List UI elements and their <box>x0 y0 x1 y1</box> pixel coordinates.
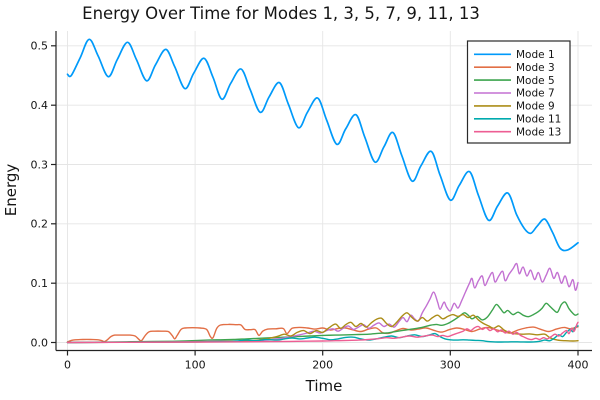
chart-title: Energy Over Time for Modes 1, 3, 5, 7, 9… <box>82 4 480 23</box>
y-tick-label: 0.3 <box>31 158 49 171</box>
y-axis-label: Energy <box>2 164 20 217</box>
x-tick-label: 100 <box>185 359 206 372</box>
x-axis-label: Time <box>305 377 343 395</box>
x-tick-label: 200 <box>312 359 333 372</box>
legend-label: Mode 9 <box>516 101 555 113</box>
x-tick-label: 400 <box>568 359 589 372</box>
legend-label: Mode 3 <box>516 62 555 74</box>
y-tick-label: 0.1 <box>31 277 49 290</box>
series-layer <box>66 38 579 344</box>
legend-box <box>466 40 571 144</box>
series-line-mode-5 <box>66 301 579 344</box>
axes-layer: 0 100 200 300 400 0.0 0.1 0.2 0.3 0.4 0.5 <box>31 31 592 372</box>
y-tick-label: 0.4 <box>31 99 49 112</box>
x-tick-label: 0 <box>64 359 71 372</box>
series-line-mode-13 <box>66 321 579 344</box>
series-line-mode-1 <box>66 38 579 252</box>
y-tick-label: 0.5 <box>31 40 49 53</box>
y-tick-label: 0.2 <box>31 218 49 231</box>
legend-label: Mode 7 <box>516 88 555 100</box>
legend-label: Mode 13 <box>516 126 561 138</box>
legend-label: Mode 5 <box>516 75 555 87</box>
legend-label: Mode 11 <box>516 114 561 126</box>
legend-label: Mode 1 <box>516 49 555 61</box>
x-tick-label: 300 <box>440 359 461 372</box>
series-line-mode-9 <box>66 312 579 344</box>
series-line-mode-3 <box>66 323 579 343</box>
y-tick-label: 0.0 <box>31 336 49 349</box>
